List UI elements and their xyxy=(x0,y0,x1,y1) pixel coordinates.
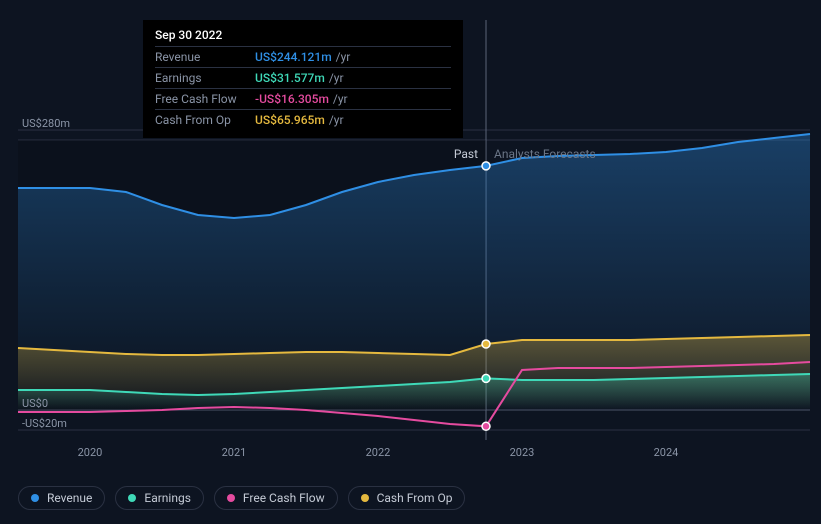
chart-tooltip: Sep 30 2022 RevenueUS$244.121m/yrEarning… xyxy=(143,20,463,138)
chart-legend: Revenue Earnings Free Cash Flow Cash From O… xyxy=(18,486,465,510)
legend-label: Free Cash Flow xyxy=(243,491,325,505)
tooltip-row-value: US$65.965m xyxy=(255,113,325,127)
tooltip-row-unit: /yr xyxy=(333,92,348,106)
legend-item-cash-from-op[interactable]: Cash From Op xyxy=(348,486,466,510)
tooltip-row-value: -US$16.305m xyxy=(255,92,329,106)
y-axis-label: US$280m xyxy=(22,117,70,130)
x-axis-label: 2021 xyxy=(222,446,247,459)
legend-item-revenue[interactable]: Revenue xyxy=(18,486,105,510)
tooltip-row-label: Cash From Op xyxy=(155,113,255,127)
x-axis-label: 2023 xyxy=(510,446,535,459)
x-axis-label: 2022 xyxy=(366,446,391,459)
financials-chart: US$280m US$0 -US$20m 2020 2021 2022 2023 2024 Pa… xyxy=(0,0,821,524)
legend-dot xyxy=(128,494,136,502)
x-axis-label: 2020 xyxy=(78,446,103,459)
legend-dot xyxy=(361,494,369,502)
cash_from_op-marker xyxy=(482,340,490,348)
tooltip-row-value: US$244.121m xyxy=(255,50,332,64)
legend-label: Earnings xyxy=(144,491,191,505)
legend-item-free-cash-flow[interactable]: Free Cash Flow xyxy=(214,486,338,510)
tooltip-row-label: Earnings xyxy=(155,71,255,85)
tooltip-row-label: Revenue xyxy=(155,50,255,64)
tooltip-row: Cash From OpUS$65.965m/yr xyxy=(155,109,451,130)
past-label: Past xyxy=(454,147,478,161)
earnings-marker xyxy=(482,374,490,382)
y-axis-label: -US$20m xyxy=(22,417,67,430)
revenue-marker xyxy=(482,162,490,170)
tooltip-row: RevenueUS$244.121m/yr xyxy=(155,46,451,67)
tooltip-date: Sep 30 2022 xyxy=(155,28,451,42)
legend-dot xyxy=(227,494,235,502)
x-axis-label: 2024 xyxy=(654,446,679,459)
tooltip-row-label: Free Cash Flow xyxy=(155,92,255,106)
tooltip-row: EarningsUS$31.577m/yr xyxy=(155,67,451,88)
tooltip-row-unit: /yr xyxy=(336,50,351,64)
tooltip-row-unit: /yr xyxy=(329,113,344,127)
tooltip-row: Free Cash Flow-US$16.305m/yr xyxy=(155,88,451,109)
free_cash_flow-marker xyxy=(482,422,490,430)
y-axis-label: US$0 xyxy=(22,397,48,410)
legend-dot xyxy=(31,494,39,502)
legend-item-earnings[interactable]: Earnings xyxy=(115,486,204,510)
tooltip-row-value: US$31.577m xyxy=(255,71,325,85)
legend-label: Cash From Op xyxy=(377,491,453,505)
legend-label: Revenue xyxy=(47,491,92,505)
tooltip-row-unit: /yr xyxy=(329,71,344,85)
forecast-label: Analysts Forecasts xyxy=(494,147,596,161)
